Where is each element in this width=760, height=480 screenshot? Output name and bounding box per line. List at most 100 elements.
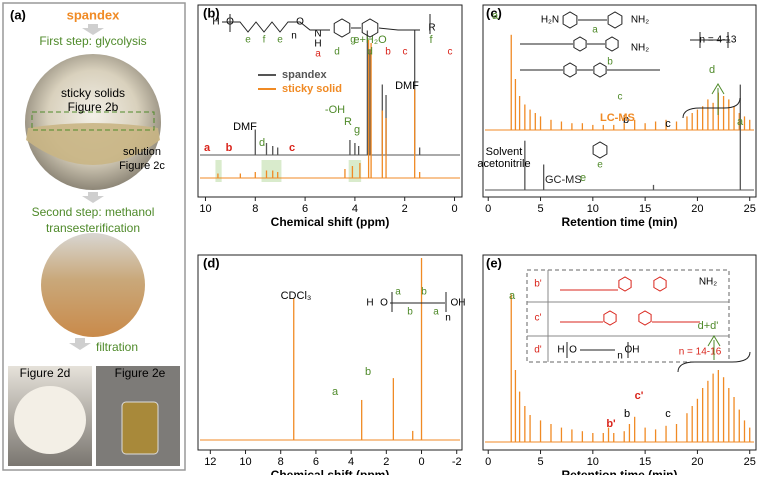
plot-frame	[482, 4, 757, 198]
photo-label: Figure 2b	[68, 100, 119, 114]
highlight-band	[215, 160, 222, 182]
x-tick-label: 6	[313, 456, 319, 468]
structure-label: d	[367, 47, 373, 58]
structure-label: n = 14-16	[679, 347, 722, 358]
annotation: b'	[606, 418, 616, 430]
structure-label: n	[617, 351, 623, 362]
plot-frame	[482, 254, 757, 451]
x-tick-label: 25	[744, 203, 756, 215]
panel-label: (b)	[203, 5, 220, 20]
annotation: d+d'	[698, 320, 719, 332]
structure-label: f	[263, 35, 266, 46]
structure-label: b	[407, 307, 413, 318]
ring	[333, 18, 351, 38]
annotation: b	[365, 366, 371, 378]
panel-label: (c)	[486, 5, 502, 20]
x-tick-label: 2	[402, 203, 408, 215]
x-tick-label: 0	[485, 456, 491, 468]
photo	[121, 401, 159, 455]
structure-label: O	[569, 345, 577, 356]
structure-label: e	[597, 160, 603, 171]
annotation: DMF	[395, 80, 419, 92]
ring	[563, 62, 577, 78]
structure-label: e	[277, 35, 283, 46]
structure-label: R	[428, 23, 435, 34]
x-axis-title: Retention time (min)	[562, 215, 678, 229]
annotation: a	[492, 10, 499, 22]
structure-label: O	[380, 298, 388, 309]
annotation: f	[429, 34, 433, 46]
ring	[603, 310, 617, 326]
x-tick-label: 10	[587, 203, 599, 215]
x-tick-label: 12	[204, 456, 216, 468]
plot-frame	[197, 4, 463, 198]
brace	[677, 351, 751, 373]
structure-label: OH	[625, 345, 640, 356]
panel-frame	[2, 2, 186, 471]
structure-label: b'	[534, 279, 542, 290]
photo-label: Figure 2c	[119, 160, 165, 172]
annotation: c	[289, 142, 295, 154]
photo-label: sticky solids	[61, 86, 125, 100]
annotation: acetonitrile	[477, 158, 530, 170]
annotation: c'	[635, 390, 644, 402]
x-tick-label: 20	[691, 203, 703, 215]
x-tick-label: 0	[451, 203, 457, 215]
structure-label: c	[618, 92, 623, 103]
x-tick-label: 20	[691, 456, 703, 468]
x-axis-title: Retention time (min)	[562, 468, 678, 475]
annotation: DMF	[233, 121, 257, 133]
panel-title: spandex	[67, 7, 121, 22]
plot-frame	[197, 254, 463, 451]
ring	[593, 62, 607, 78]
x-axis-title: Chemical shift (ppm)	[271, 468, 390, 475]
structure-label: g	[350, 35, 356, 46]
ring	[573, 36, 587, 52]
step-label: Second step: methanol	[32, 205, 155, 219]
panel-label: (e)	[486, 255, 502, 270]
step-label: filtration	[96, 340, 138, 354]
x-axis-title: Chemical shift (ppm)	[271, 215, 390, 229]
structure-label: NH₂	[631, 15, 649, 26]
structure-label: c	[448, 47, 453, 58]
x-tick-label: 4	[352, 203, 358, 215]
structure-label: a	[395, 287, 401, 298]
legend-box	[526, 269, 730, 363]
x-tick-label: 10	[199, 203, 211, 215]
photo-label: Figure 2e	[115, 366, 166, 380]
structure-label: b	[421, 287, 427, 298]
annotation: e+H₂O	[353, 34, 387, 46]
x-tick-label: 25	[744, 456, 756, 468]
photo	[26, 123, 160, 165]
panel-label: (a)	[10, 7, 26, 22]
series-label: GC-MS	[545, 174, 582, 186]
structure-label: d	[334, 47, 340, 58]
annotation: b	[623, 114, 629, 126]
x-tick-label: 0	[485, 203, 491, 215]
ring	[562, 11, 578, 29]
structure-label: NH₂	[631, 43, 649, 54]
x-tick-label: 10	[239, 456, 251, 468]
x-tick-label: 10	[587, 456, 599, 468]
structure-label: e	[245, 35, 251, 46]
structure-label: H	[212, 17, 219, 28]
annotation: -OH	[325, 104, 345, 116]
annotation: a	[737, 116, 744, 128]
ring	[605, 36, 619, 52]
photo	[41, 233, 145, 337]
annotation: c	[665, 118, 671, 130]
brace	[682, 97, 741, 119]
step-label: First step: glycolysis	[39, 34, 146, 48]
annotation: c	[665, 408, 671, 420]
structure-label: b	[607, 57, 613, 68]
x-tick-label: 2	[383, 456, 389, 468]
structure-label: H	[366, 298, 373, 309]
structure-label: H₂N	[541, 15, 559, 26]
structure-label: H	[557, 345, 564, 356]
step-label: transesterification	[46, 221, 140, 235]
structure-label: a	[315, 49, 321, 60]
structure-label: c	[403, 47, 408, 58]
annotation: b	[226, 142, 233, 154]
annotation: d	[709, 64, 715, 76]
